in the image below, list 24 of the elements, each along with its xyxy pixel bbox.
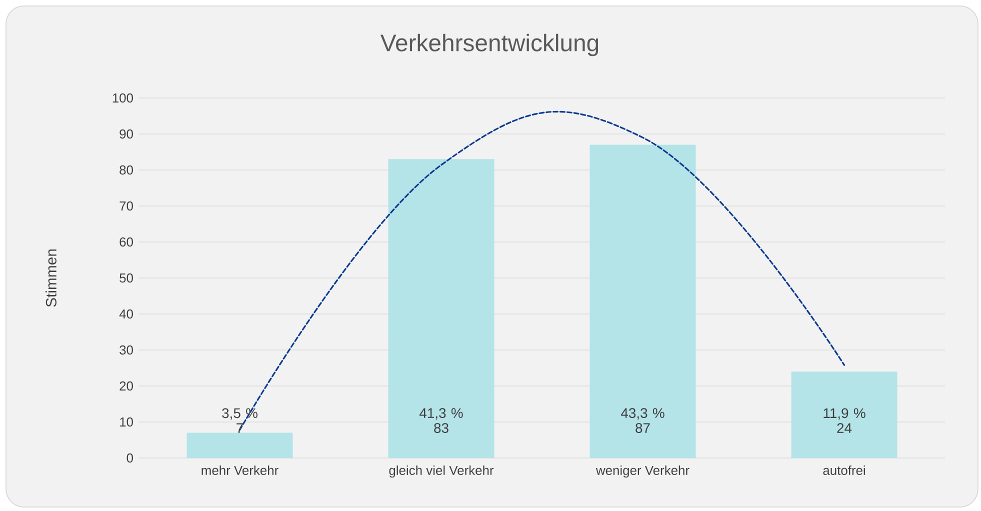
data-label: 11,9 % 24 xyxy=(824,408,866,433)
x-tick-label: mehr Verkehr xyxy=(202,465,278,475)
x-tick-label: autofrei xyxy=(823,465,865,475)
y-tick-label: 20 xyxy=(120,381,133,391)
bar xyxy=(186,432,293,458)
y-tick-label: 60 xyxy=(120,237,133,247)
y-tick-label: 100 xyxy=(112,93,133,103)
y-tick-label: 80 xyxy=(120,165,133,175)
y-tick-label: 10 xyxy=(120,417,133,427)
data-label: 41,3 % 83 xyxy=(419,408,463,433)
y-tick-label: 90 xyxy=(120,129,133,139)
bar xyxy=(791,372,898,458)
bar xyxy=(590,144,696,458)
data-label: 43,3 % 87 xyxy=(620,408,664,433)
y-axis-title: Stimmen xyxy=(46,249,56,307)
chart-title: Verkehrsentwicklung xyxy=(380,34,598,56)
x-tick-label: gleich viel Verkehr xyxy=(389,465,494,478)
y-tick-label: 50 xyxy=(120,273,133,283)
bar xyxy=(388,159,494,458)
y-tick-label: 70 xyxy=(120,201,133,211)
x-tick-label: weniger Verkehr xyxy=(596,465,690,478)
y-tick-label: 40 xyxy=(119,309,133,319)
y-tick-label: 0 xyxy=(126,453,133,463)
y-tick-label: 30 xyxy=(120,345,133,355)
